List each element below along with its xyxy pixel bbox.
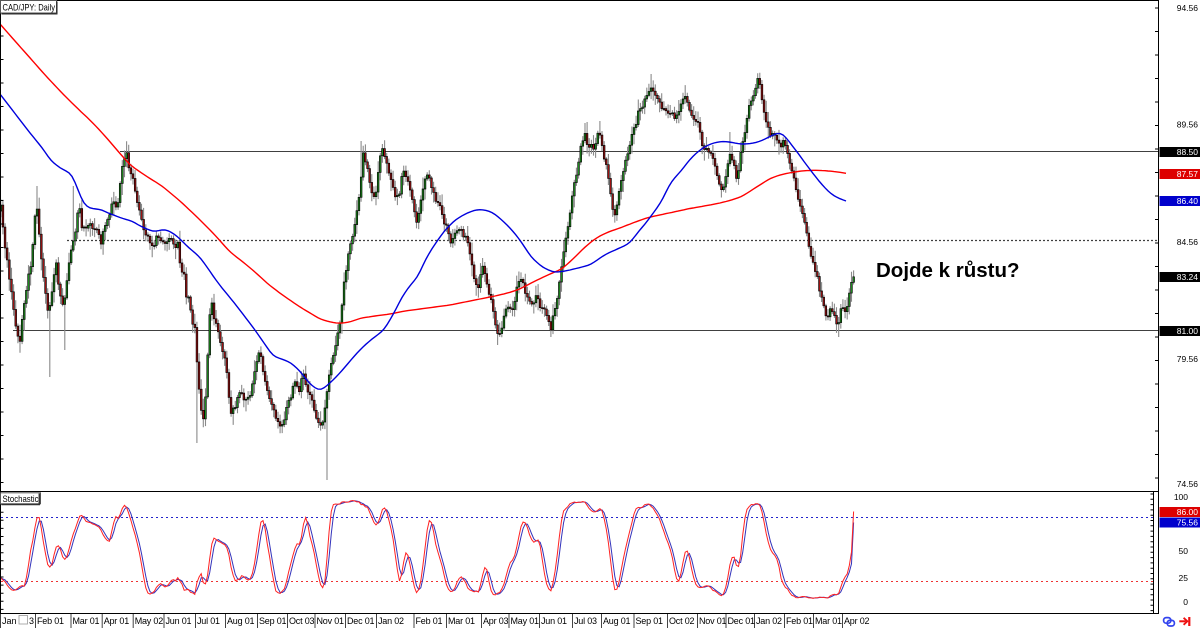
svg-text:Jan 02: Jan 02 [378,616,404,626]
svg-text:Jan: Jan [2,616,17,626]
svg-text:Apr 03: Apr 03 [483,616,509,626]
svg-text:88.50: 88.50 [1177,147,1199,157]
svg-text:Feb 01: Feb 01 [37,616,64,626]
svg-text:Feb 01: Feb 01 [416,616,443,626]
svg-text:Sep 01: Sep 01 [259,616,287,626]
svg-text:Oct 03: Oct 03 [289,616,315,626]
svg-text:Jan 02: Jan 02 [756,616,782,626]
svg-text:Mar 01: Mar 01 [73,616,100,626]
svg-text:CAD/JPY: Daily: CAD/JPY: Daily [3,3,56,14]
svg-text:Jul 03: Jul 03 [574,616,597,626]
svg-text:Nov 01: Nov 01 [699,616,727,626]
svg-text:83.24: 83.24 [1177,272,1199,282]
svg-text:May 02: May 02 [135,616,164,626]
svg-text:Jul 01: Jul 01 [197,616,220,626]
svg-text:94.56: 94.56 [1177,3,1199,13]
svg-text:87.57: 87.57 [1177,169,1199,179]
svg-text:50: 50 [1179,546,1189,556]
svg-text:89.56: 89.56 [1177,120,1199,130]
svg-text:Aug 01: Aug 01 [603,616,631,626]
svg-text:79.56: 79.56 [1177,354,1199,364]
svg-text:84.56: 84.56 [1177,237,1199,247]
svg-text:100: 100 [1174,492,1188,502]
svg-text:Mar 01: Mar 01 [448,616,475,626]
svg-text:Apr 02: Apr 02 [844,616,870,626]
svg-text:86.00: 86.00 [1177,507,1199,517]
svg-text:Apr 01: Apr 01 [104,616,130,626]
svg-text:75.56: 75.56 [1177,518,1199,528]
svg-text:May 01: May 01 [511,616,540,626]
svg-text:Dojde k růstu?: Dojde k růstu? [876,259,1020,282]
svg-text:Dec 01: Dec 01 [347,616,375,626]
svg-text:25: 25 [1179,573,1189,583]
svg-text:Jun 01: Jun 01 [541,616,567,626]
svg-text:Stochastic: Stochastic [3,494,39,505]
svg-text:Nov 01: Nov 01 [317,616,345,626]
svg-text:Aug 01: Aug 01 [227,616,255,626]
svg-text:74.56: 74.56 [1177,479,1199,489]
svg-text:Dec 01: Dec 01 [728,616,756,626]
svg-text:Oct 02: Oct 02 [669,616,695,626]
svg-text:Mar 01: Mar 01 [815,616,842,626]
svg-text:86.40: 86.40 [1177,196,1199,206]
svg-text:Jun 01: Jun 01 [166,616,192,626]
svg-text:Feb 01: Feb 01 [786,616,813,626]
svg-text:0: 0 [1183,597,1188,607]
svg-text:81.00: 81.00 [1177,326,1199,336]
svg-text:Sep 01: Sep 01 [636,616,664,626]
svg-text:3: 3 [29,616,34,626]
